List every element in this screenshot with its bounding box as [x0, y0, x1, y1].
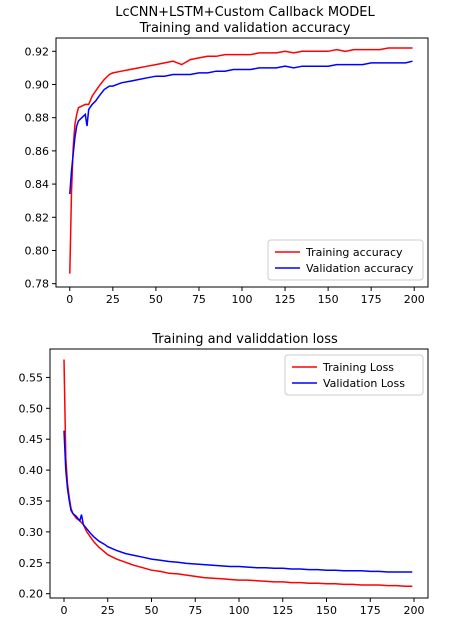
accuracy-y-tick-label: 0.88	[25, 112, 50, 125]
loss-x-tick-label: 75	[188, 604, 202, 617]
loss-y-tick-label: 0.35	[19, 495, 44, 508]
loss-legend-box	[284, 354, 424, 396]
loss-x-tick-label: 200	[404, 604, 425, 617]
accuracy-y-tick-label: 0.82	[25, 211, 50, 224]
accuracy-chart-subtitle: Training and validation accuracy	[139, 21, 351, 36]
accuracy-y-ticks: 0.78 0.80 0.82 0.84 0.86 0.88 0.90 0.92	[25, 45, 56, 291]
accuracy-series-line-validation	[69, 60, 413, 195]
loss-y-tick-label: 0.30	[19, 526, 44, 539]
loss-series	[63, 359, 413, 588]
accuracy-x-ticks: 0 25 50 75 100 125 150 175 200	[66, 287, 425, 306]
accuracy-y-tick-label: 0.92	[25, 45, 50, 58]
loss-x-tick-label: 150	[316, 604, 337, 617]
accuracy-chart: LcCNN+LSTM+Custom Callback MODEL Trainin…	[25, 5, 429, 306]
loss-y-tick-label: 0.55	[19, 371, 44, 384]
loss-x-ticks: 0 25 50 75 100 125 150 175 200	[61, 598, 425, 617]
accuracy-chart-title: LcCNN+LSTM+Custom Callback MODEL	[115, 5, 375, 20]
accuracy-x-tick-label: 125	[275, 293, 296, 306]
accuracy-legend-label-validation: Validation accuracy	[306, 262, 414, 275]
accuracy-legend-box	[267, 239, 424, 281]
loss-x-tick-label: 50	[145, 604, 159, 617]
loss-chart-title: Training and validdation loss	[151, 332, 338, 347]
loss-legend-label-validation: Validation Loss	[323, 377, 405, 390]
loss-y-tick-label: 0.50	[19, 402, 44, 415]
accuracy-x-tick-label: 175	[361, 293, 382, 306]
accuracy-legend-label-training: Training accuracy	[305, 246, 403, 259]
accuracy-series-line-training	[69, 47, 413, 274]
accuracy-y-tick-label: 0.90	[25, 78, 50, 91]
loss-legend-label-training: Training Loss	[322, 361, 394, 374]
loss-x-tick-label: 175	[360, 604, 381, 617]
accuracy-x-tick-label: 200	[404, 293, 425, 306]
loss-y-ticks: 0.20 0.25 0.30 0.35 0.40 0.45 0.50 0.55	[19, 371, 50, 601]
loss-x-tick-label: 25	[101, 604, 115, 617]
accuracy-y-tick-label: 0.80	[25, 244, 50, 257]
accuracy-y-tick-label: 0.86	[25, 145, 50, 158]
loss-y-tick-label: 0.25	[19, 557, 44, 570]
accuracy-y-tick-label: 0.78	[25, 278, 50, 291]
loss-chart: Training and validdation loss 0 25 50 75 100…	[19, 332, 429, 617]
accuracy-x-tick-label: 50	[149, 293, 163, 306]
accuracy-legend: Training accuracy Validation accuracy	[267, 239, 424, 281]
accuracy-x-tick-label: 0	[66, 293, 73, 306]
loss-x-tick-label: 125	[272, 604, 293, 617]
accuracy-series	[69, 47, 413, 274]
accuracy-x-tick-label: 100	[232, 293, 253, 306]
accuracy-x-tick-label: 75	[192, 293, 206, 306]
accuracy-x-tick-label: 150	[318, 293, 339, 306]
loss-x-tick-label: 100	[229, 604, 250, 617]
loss-y-tick-label: 0.40	[19, 464, 44, 477]
loss-y-tick-label: 0.45	[19, 433, 44, 446]
loss-x-tick-label: 0	[61, 604, 68, 617]
loss-legend: Training Loss Validation Loss	[284, 354, 424, 396]
accuracy-y-tick-label: 0.84	[25, 178, 50, 191]
loss-y-tick-label: 0.20	[19, 588, 44, 601]
accuracy-x-tick-label: 25	[106, 293, 120, 306]
loss-series-line-validation	[63, 430, 413, 573]
